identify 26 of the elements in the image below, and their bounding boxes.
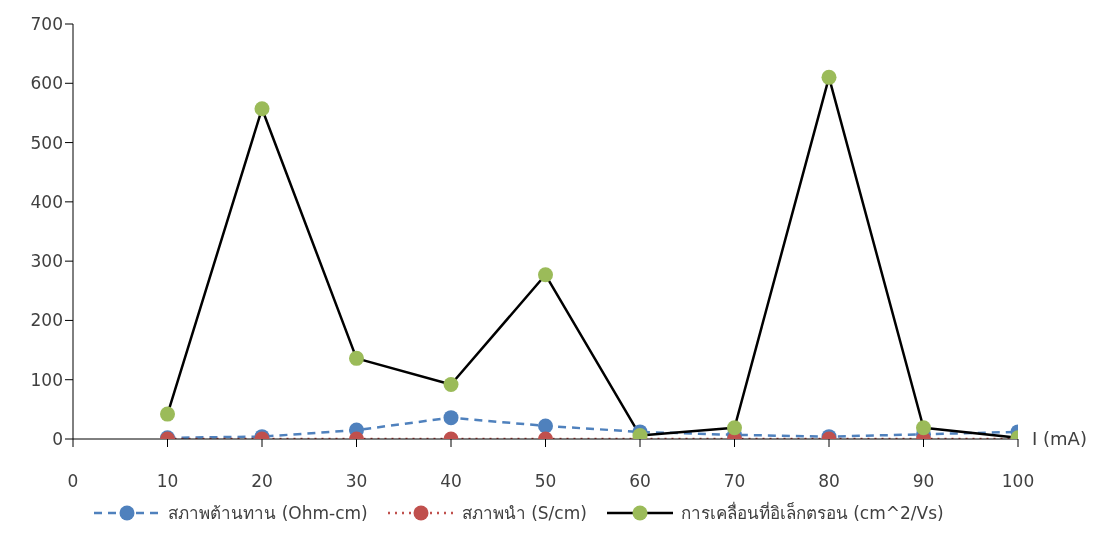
y-tick-label: 500 (30, 132, 63, 153)
x-tick-label: 70 (723, 471, 746, 492)
legend-label: การเคลื่อนที่อิเล็กตรอน (cm^2/Vs) (680, 500, 944, 525)
x-tick-label: 40 (440, 471, 462, 492)
y-tick-label: 400 (30, 191, 63, 212)
y-tick-label: 700 (30, 14, 63, 35)
x-tick-label: 10 (156, 471, 179, 492)
x-tick-label: 80 (818, 471, 840, 492)
point (254, 101, 270, 117)
x-tick-label: 100 (1001, 471, 1035, 492)
point (821, 69, 837, 85)
y-tick-label: 600 (30, 73, 63, 94)
x-axis-title: I (mA) (1032, 428, 1087, 449)
x-tick-label: 20 (251, 471, 273, 492)
y-tick-label: 300 (30, 251, 63, 272)
x-tick-label: 90 (912, 471, 935, 492)
x-tick-label: 30 (345, 471, 368, 492)
y-tick-label: 100 (30, 369, 63, 390)
x-tick-label: 0 (67, 471, 79, 492)
legend-label: สภาพนำ (S/cm) (461, 502, 587, 525)
x-tick-label: 50 (534, 471, 557, 492)
legend-label: สภาพต้านทาน (Ohm-cm) (168, 502, 368, 525)
point (538, 267, 553, 283)
y-tick-label: 200 (30, 310, 63, 331)
y-tick-label: 0 (52, 429, 63, 450)
x-tick-label: 60 (629, 471, 651, 492)
